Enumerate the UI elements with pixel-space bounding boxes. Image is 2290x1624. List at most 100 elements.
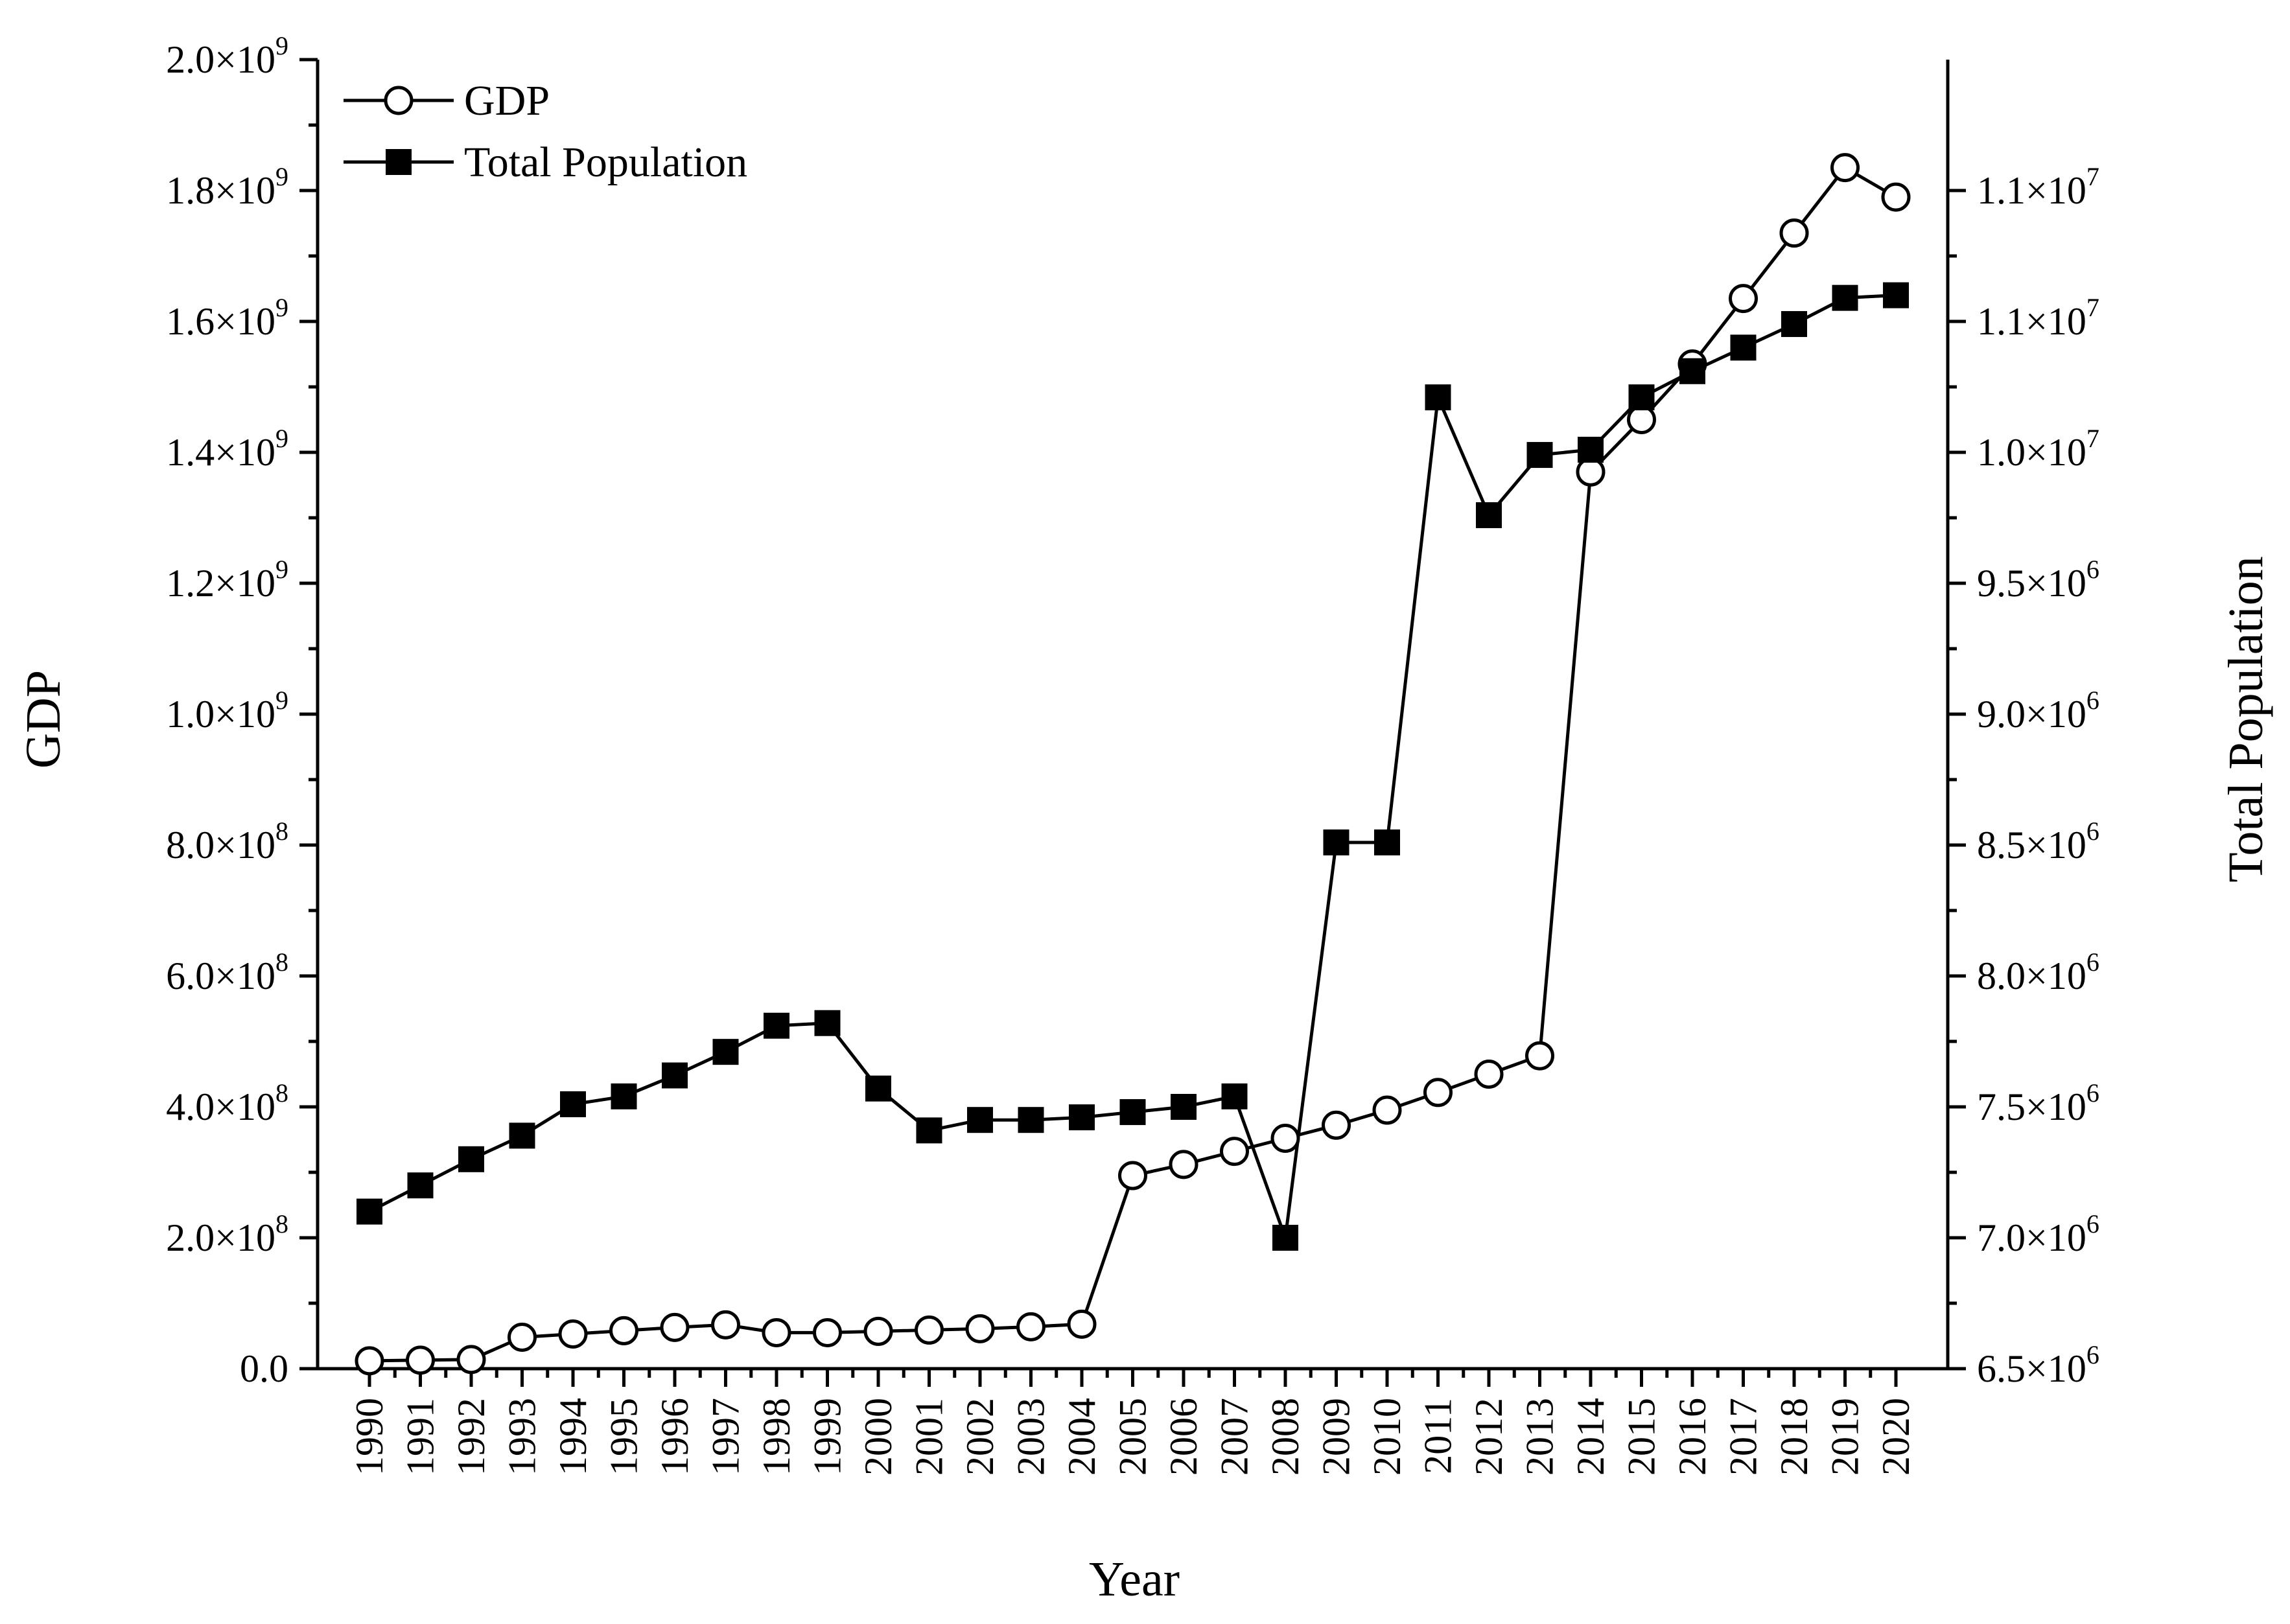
axes-layer [299, 58, 1966, 1387]
gdp-point [1118, 1161, 1147, 1190]
x-tick-label: 1999 [806, 1398, 849, 1476]
x-tick-label: 1994 [552, 1398, 594, 1476]
total-population-point [1526, 442, 1553, 469]
legend-population-label: Total Population [464, 139, 747, 186]
x-tick-label: 2020 [1875, 1398, 1917, 1476]
gdp-point [1474, 1060, 1504, 1089]
legend-population-marker [386, 149, 412, 175]
gdp-point [1372, 1095, 1402, 1125]
x-tick-label: 1992 [450, 1398, 493, 1476]
gdp-point [1779, 218, 1809, 248]
total-population-point [712, 1039, 739, 1065]
y-left-tick-label: 1.6×109 [166, 293, 288, 343]
x-tick-label: 2013 [1519, 1398, 1561, 1476]
gdp-point [1322, 1110, 1351, 1140]
gdp-point [813, 1317, 842, 1347]
gdp-point [1830, 153, 1860, 183]
total-population-series-line [368, 294, 1897, 1238]
gdp-point [965, 1314, 995, 1343]
gdp-point [863, 1316, 893, 1346]
gdp-point [711, 1310, 740, 1340]
x-tick-label: 2010 [1366, 1398, 1408, 1476]
y-right-tick-label: 9.0×106 [1977, 686, 2099, 736]
gdp-point [558, 1319, 588, 1349]
total-population-point [1476, 502, 1502, 528]
x-tick-label: 1990 [348, 1398, 391, 1476]
x-axis-title: Year [1089, 1552, 1180, 1607]
total-population-point [1679, 358, 1705, 384]
gdp-point [355, 1346, 384, 1376]
total-population-point [865, 1075, 891, 1102]
total-population-point [1730, 334, 1757, 361]
total-population-point [1069, 1104, 1095, 1131]
y-left-tick-label: 0.0 [240, 1347, 288, 1390]
y-right-tick-label: 9.5×106 [1977, 555, 2099, 605]
y-left-tick-label: 1.8×109 [166, 162, 288, 212]
y-right-tick-label: 1.0×107 [1977, 424, 2099, 474]
y-left-tick-label: 1.2×109 [166, 555, 288, 605]
total-population-point [1628, 384, 1655, 411]
gdp-point [915, 1315, 944, 1345]
x-tick-label: 2015 [1620, 1398, 1663, 1476]
series-layer [355, 153, 1911, 1376]
y-left-tick-label: 2.0×109 [166, 31, 288, 81]
total-population-point [1171, 1094, 1197, 1120]
y-axis-left-title: GDP [16, 670, 71, 769]
x-tick-label: 2004 [1060, 1398, 1103, 1476]
y-left-tick-label: 2.0×108 [166, 1209, 288, 1259]
x-tick-label: 2012 [1467, 1398, 1510, 1476]
gdp-point [1627, 405, 1656, 434]
total-population-point [1425, 384, 1451, 411]
y-right-tick-label: 7.0×106 [1977, 1209, 2099, 1259]
gdp-point [1067, 1309, 1097, 1339]
y-axis-right-title: Total Population [2219, 556, 2273, 882]
total-population-point [407, 1172, 434, 1199]
x-tick-label: 2014 [1569, 1398, 1612, 1476]
total-population-point [764, 1012, 789, 1039]
total-population-point [1578, 436, 1604, 463]
x-tick-label: 2016 [1671, 1398, 1714, 1476]
legend: GDP Total Population [344, 77, 747, 186]
y-left-tick-label: 8.0×108 [166, 817, 288, 866]
x-tick-label: 1995 [603, 1398, 646, 1476]
gdp-point [1525, 1041, 1554, 1071]
total-population-point [1883, 282, 1909, 308]
total-population-point [1119, 1099, 1146, 1126]
x-tick-label: 2001 [908, 1398, 951, 1476]
total-population-point [1221, 1083, 1248, 1109]
total-population-point [814, 1010, 841, 1036]
x-tick-label: 1998 [755, 1398, 798, 1476]
gdp-point [1576, 457, 1606, 487]
x-tick-label: 2002 [959, 1398, 1001, 1476]
y-left-tick-label: 1.4×109 [166, 424, 288, 474]
x-tick-label: 2005 [1112, 1398, 1154, 1476]
total-population-point [967, 1107, 993, 1133]
x-tick-label: 2008 [1264, 1398, 1307, 1476]
legend-gdp-label: GDP [464, 77, 550, 124]
labels-layer: 0.0 2.0×108 4.0×108 6.0×108 8.0×108 1.0×109 1.… [166, 31, 2099, 1476]
total-population-point [1323, 829, 1349, 855]
gdp-point [1220, 1137, 1249, 1166]
total-population-point [1018, 1107, 1044, 1133]
gdp-point [762, 1317, 791, 1347]
x-tick-label: 2007 [1213, 1398, 1256, 1476]
x-tick-label: 1993 [501, 1398, 544, 1476]
y-right-tick-label: 1.1×107 [1977, 293, 2099, 343]
total-population-point [1781, 311, 1807, 338]
total-population-point [458, 1146, 484, 1172]
gdp-point [1881, 182, 1911, 212]
x-tick-label: 2009 [1315, 1398, 1358, 1476]
gdp-point [609, 1316, 638, 1345]
total-population-point [356, 1198, 382, 1225]
y-left-tick-label: 6.0×108 [166, 947, 288, 997]
x-tick-label: 2006 [1162, 1398, 1205, 1476]
gdp-point [1729, 284, 1758, 314]
gdp-point [456, 1345, 486, 1375]
gdp-point [660, 1312, 690, 1342]
total-population-point [1832, 284, 1858, 311]
gdp-point [508, 1323, 537, 1352]
total-population-point [1374, 829, 1400, 855]
x-tick-label: 1991 [399, 1398, 442, 1476]
y-right-tick-label: 8.0×106 [1977, 947, 2099, 997]
